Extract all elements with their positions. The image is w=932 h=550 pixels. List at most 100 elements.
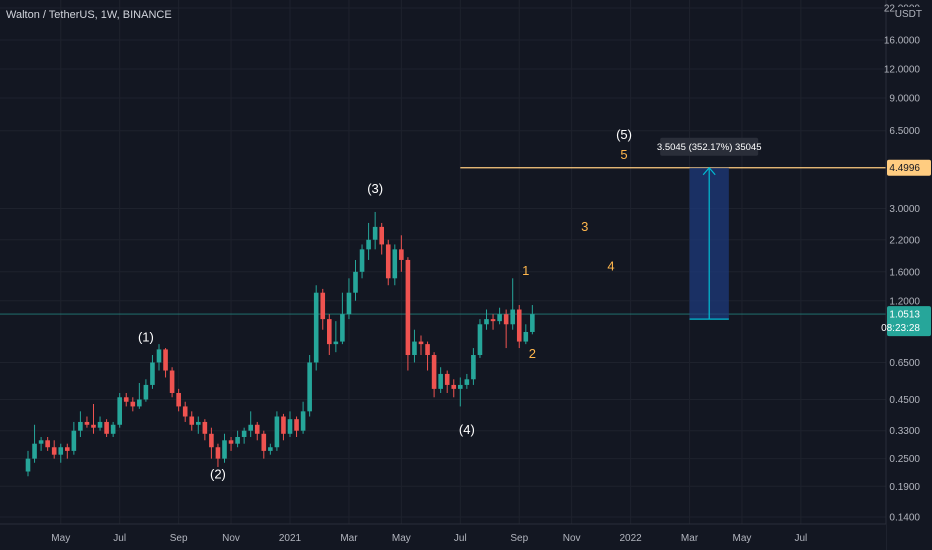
candle-body[interactable] [97,421,103,428]
candle-body[interactable] [156,349,162,363]
wave-label: (5) [616,127,632,142]
candle-body[interactable] [281,416,286,434]
candle-body[interactable] [137,399,142,407]
candle-body[interactable] [346,292,352,315]
candle-series[interactable] [25,211,535,477]
candle-body[interactable] [418,341,424,345]
candle-body[interactable] [209,433,214,448]
candle-body[interactable] [71,430,77,451]
time-axis[interactable]: May Jul Sep Nov 2021 Mar May Jul Sep Nov 2022 Mar Ma… [0,523,886,550]
candle-body[interactable] [123,397,129,402]
candle-body[interactable] [320,292,326,320]
candle-body[interactable] [516,309,522,342]
candle-body[interactable] [458,384,463,389]
candle-body[interactable] [65,447,70,451]
candle-body[interactable] [333,341,339,345]
candle-body[interactable] [274,416,280,448]
candle-body[interactable] [385,244,391,279]
candle-body[interactable] [530,314,535,332]
candle-body[interactable] [300,411,306,431]
candle-body[interactable] [196,421,201,425]
candle-body[interactable] [497,314,502,322]
price-tick-label: 0.1400 [889,513,920,524]
price-tick-label: 9.0000 [889,93,920,104]
candle-body[interactable] [405,259,411,356]
candle-body[interactable] [32,443,37,459]
target-price-tag[interactable] [887,159,931,176]
candle-body[interactable] [438,373,443,389]
candle-body[interactable] [366,239,371,250]
candle-body[interactable] [202,421,208,434]
candle-body[interactable] [294,419,299,431]
candle-body[interactable] [150,362,155,385]
wave-label: (3) [367,181,383,196]
candle-body[interactable] [464,379,470,385]
candle-body[interactable] [241,430,247,437]
countdown-label: 08:23:28 [881,323,920,334]
candle-body[interactable] [444,373,450,385]
candle-body[interactable] [215,447,221,459]
price-tick-label: 0.4500 [889,395,920,406]
candle-body[interactable] [359,249,365,272]
candle-body[interactable] [78,421,83,431]
time-tick-label: Jul [454,533,467,544]
candle-body[interactable] [471,355,476,380]
candle-body[interactable] [222,440,227,459]
candle-body[interactable] [484,319,489,325]
candle-body[interactable] [353,271,358,293]
candle-body[interactable] [392,249,398,279]
candle-body[interactable] [340,314,345,342]
candle-body[interactable] [84,421,90,425]
candle-body[interactable] [25,458,31,472]
candle-body[interactable] [412,341,417,356]
time-tick-label: Mar [340,533,358,544]
candle-body[interactable] [451,384,457,389]
candle-body[interactable] [163,349,168,371]
candle-body[interactable] [425,344,430,356]
candle-body[interactable] [176,392,181,407]
candle-body[interactable] [228,440,234,444]
candle-body[interactable] [313,292,319,363]
candle-body[interactable] [248,424,253,431]
candle-body[interactable] [189,416,195,425]
candle-body[interactable] [169,370,175,393]
projection-measure[interactable]: 3.5045 (352.17%) 35045 [657,137,762,320]
candle-body[interactable] [523,331,529,342]
candle-body[interactable] [254,424,260,434]
candle-body[interactable] [117,397,122,425]
candle-body[interactable] [287,419,293,434]
candle-body[interactable] [91,424,96,428]
candle-body[interactable] [510,309,515,325]
candle-body[interactable] [490,319,496,322]
price-tick-label: 0.1900 [889,482,920,493]
candle-body[interactable] [431,355,437,389]
price-tick-label: 2.2000 [889,235,920,246]
candle-body[interactable] [307,362,312,412]
candle-body[interactable] [182,406,188,417]
candle-body[interactable] [143,384,149,400]
time-tick-label: Jul [113,533,126,544]
candle-body[interactable] [58,447,64,455]
candle-body[interactable] [399,249,404,260]
price-axis[interactable]: 22.000016.000012.00009.00006.50003.00002… [881,0,932,550]
candle-body[interactable] [268,447,273,451]
projection-arrow-head [702,166,716,176]
candle-body[interactable] [372,226,378,240]
price-tick-label: 16.0000 [884,36,921,47]
candle-body[interactable] [379,226,384,245]
candle-body[interactable] [38,440,44,444]
current-price-tag-label: 1.0513 [889,310,920,321]
candle-body[interactable] [45,440,50,448]
candle-body[interactable] [110,424,116,434]
candle-body[interactable] [104,421,109,434]
candle-body[interactable] [503,314,509,325]
candle-body[interactable] [477,324,483,356]
current-price-tag[interactable] [887,306,931,337]
time-tick-label: Mar [681,533,699,544]
candle-body[interactable] [327,319,332,345]
candle-body[interactable] [51,447,57,455]
candle-body[interactable] [130,401,136,407]
candle-body[interactable] [235,436,240,444]
candle-body[interactable] [261,433,267,451]
